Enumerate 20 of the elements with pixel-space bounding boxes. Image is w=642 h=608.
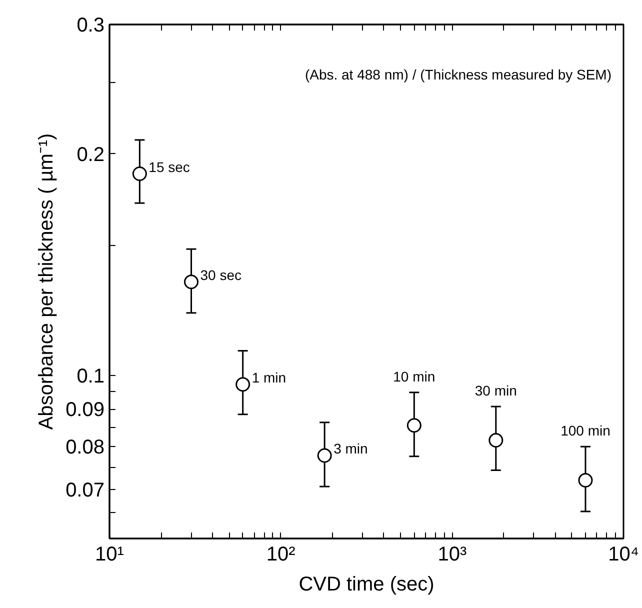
annotation: 15 sec xyxy=(148,158,190,175)
annotation: 1 min xyxy=(252,369,286,386)
annotation: 3 min xyxy=(334,440,368,457)
y-tick-label: 0.09 xyxy=(66,399,105,422)
y-tick-label: 0.2 xyxy=(76,144,105,166)
y-axis-title: Absorbance per thickness ( µm⁻¹) xyxy=(36,133,58,430)
y-tick-label: 0.08 xyxy=(66,436,105,459)
y-tick-label: 0.3 xyxy=(76,14,105,36)
annotation: (Abs. at 488 nm) / (Thickness measured by SEM) xyxy=(304,66,612,82)
y-tick-label: 0.07 xyxy=(66,479,105,502)
x-axis-title: CVD time (sec) xyxy=(298,574,434,596)
annotation: 30 sec xyxy=(200,266,242,283)
y-tick-label: 0.1 xyxy=(76,365,105,388)
annotation: 100 min xyxy=(560,422,610,439)
annotation: 10 min xyxy=(393,368,436,384)
x-tick-label: 10¹ xyxy=(95,544,124,566)
x-tick-label: 10³ xyxy=(438,544,467,566)
x-tick-label: 10⁴ xyxy=(608,544,639,566)
x-tick-label: 10² xyxy=(266,544,296,566)
annotation: 30 min xyxy=(474,382,517,399)
